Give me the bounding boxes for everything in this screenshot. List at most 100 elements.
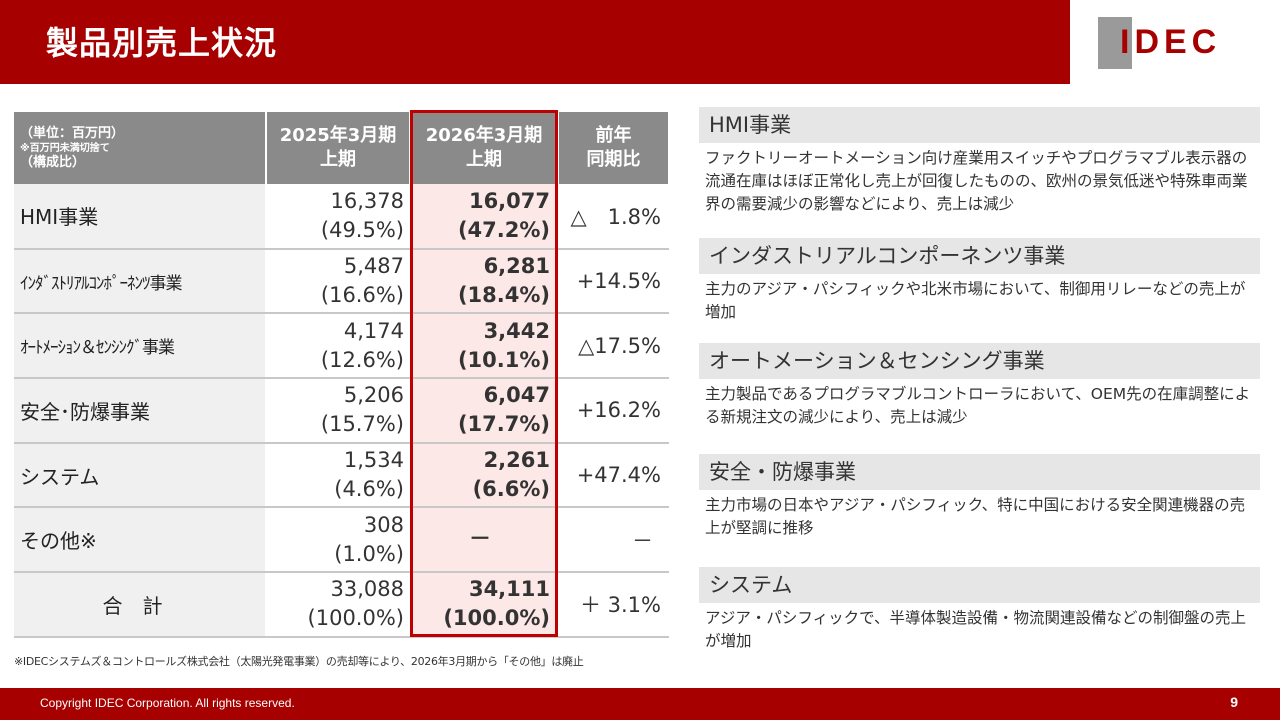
ratio-2026: (100.0%) [443, 606, 550, 631]
ratio-2025: (49.5%) [320, 217, 404, 242]
section-title: インダストリアルコンポーネンツ事業 [699, 238, 1260, 274]
table-row: ｵｰﾄﾒｰｼｮﾝ＆ｾﾝｼﾝｸﾞ事業 4,174 (12.6%) 3,442 (10.… [14, 313, 669, 380]
ratio-2026: (47.2%) [457, 217, 550, 242]
header-yoy-line2: 同期比 [586, 149, 641, 170]
table-header-row: （単位：百万円） ※百万円未満切捨て （構成比） 2025年3月期 上期 202… [14, 112, 670, 184]
table-row: ｲﾝﾀﾞｽﾄﾘｱﾙｺﾝﾎﾟｰﾈﾝﾂ事業 5,487 (16.6%) 6,281 (1… [14, 248, 669, 315]
ratio-2025: (4.6%) [334, 477, 404, 502]
header-fy2026-line1: 2026年3月期 [425, 125, 543, 146]
header-fy2025-line2: 上期 [320, 149, 356, 170]
value-2026: 16,077 (47.2%) [410, 184, 558, 250]
amount-2026: 3,442 [483, 318, 550, 343]
section-industrial-components: インダストリアルコンポーネンツ事業 主力のアジア・パシフィックや北米市場において… [699, 238, 1260, 324]
row-label: 合計 [14, 572, 267, 638]
amount-2025: 5,487 [343, 254, 404, 279]
ratio-2025: (100.0%) [307, 606, 404, 631]
section-body: 主力製品であるプログラマブルコントローラにおいて、OEM先の在庫調整による新規注… [705, 385, 1251, 426]
header-bar: 製品別売上状況 [0, 0, 1070, 84]
section-automation-sensing: オートメーション＆センシング事業 主力製品であるプログラマブルコントローラにおい… [699, 343, 1260, 429]
row-label: システム [14, 442, 267, 509]
section-title: システム [699, 567, 1260, 603]
value-2026: 34,111 (100.0%) [410, 572, 558, 638]
header-fy2026-line2: 上期 [466, 149, 502, 170]
section-safety: 安全・防爆事業 主力市場の日本やアジア・パシフィック、特に中国における安全関連機… [699, 454, 1260, 540]
value-2025: 308 (1.0%) [266, 507, 410, 574]
ratio-2026: (10.1%) [457, 347, 550, 372]
table-row: 安全･防爆事業 5,206 (15.7%) 6,047 (17.7%) +16.2% [14, 378, 669, 444]
yoy-change: － [558, 507, 669, 574]
row-label: ｲﾝﾀﾞｽﾄﾘｱﾙｺﾝﾎﾟｰﾈﾝﾂ事業 [14, 248, 267, 315]
section-title: オートメーション＆センシング事業 [699, 343, 1260, 379]
amount-2026: 2,261 [483, 448, 550, 473]
value-2025: 5,206 (15.7%) [266, 378, 410, 444]
yoy-change: +14.5% [558, 248, 669, 315]
header-yoy-line1: 前年 [595, 125, 632, 146]
yoy-change: △17.5% [558, 313, 669, 380]
value-2026: － [410, 507, 558, 574]
value-2025: 5,487 (16.6%) [266, 248, 410, 315]
section-title: 安全・防爆事業 [699, 454, 1260, 490]
yoy-change: +47.4% [558, 442, 669, 509]
section-title: HMI事業 [699, 107, 1260, 143]
header-fy2025: 2025年3月期 上期 [266, 112, 411, 184]
amount-2025: 16,378 [330, 188, 404, 213]
section-body: ファクトリーオートメーション向け産業用スイッチやプログラマブル表示器の流通在庫は… [705, 149, 1248, 213]
sales-table-wrap: （単位：百万円） ※百万円未満切捨て （構成比） 2025年3月期 上期 202… [14, 110, 670, 638]
row-label: ｵｰﾄﾒｰｼｮﾝ＆ｾﾝｼﾝｸﾞ事業 [14, 313, 267, 380]
logo-block [1098, 17, 1132, 69]
section-body: 主力市場の日本やアジア・パシフィック、特に中国における安全関連機器の売上が堅調に… [705, 496, 1246, 537]
yoy-change: +16.2% [558, 378, 669, 444]
section-body: 主力のアジア・パシフィックや北米市場において、制御用リレーなどの売上が増加 [705, 280, 1246, 321]
sales-table: （単位：百万円） ※百万円未満切捨て （構成比） 2025年3月期 上期 202… [14, 112, 670, 638]
row-label: その他※ [14, 507, 267, 574]
amount-2026: 6,281 [483, 254, 550, 279]
value-2026: 6,047 (17.7%) [410, 378, 558, 444]
yoy-change: ＋ 3.1% [558, 572, 669, 638]
header-unit-cell: （単位：百万円） ※百万円未満切捨て （構成比） [14, 112, 267, 184]
value-2026: 3,442 (10.1%) [410, 313, 558, 380]
page-title: 製品別売上状況 [46, 24, 278, 62]
row-label: HMI事業 [14, 184, 267, 250]
page-number: 9 [1230, 694, 1238, 710]
value-2025: 16,378 (49.5%) [266, 184, 410, 250]
footer-bar: Copyright IDEC Corporation. All rights r… [0, 688, 1280, 720]
ratio-2026: (17.7%) [457, 412, 550, 437]
section-system: システム アジア・パシフィックで、半導体製造設備・物流関連設備などの制御盤の売上… [699, 567, 1260, 653]
unit-note: ※百万円未満切捨て [20, 142, 110, 154]
table-row-total: 合計 33,088 (100.0%) 34,111 (100.0%) ＋ 3.1% [14, 572, 669, 638]
ratio-2026: (18.4%) [457, 283, 550, 308]
footnote: ※IDECシステムズ＆コントロールズ株式会社（太陽光発電事業）の売却等により、2… [14, 655, 584, 668]
amount-2025: 308 [363, 512, 404, 537]
section-hmi: HMI事業 ファクトリーオートメーション向け産業用スイッチやプログラマブル表示器… [699, 107, 1260, 216]
row-label: 安全･防爆事業 [14, 378, 267, 444]
table-row: HMI事業 16,378 (49.5%) 16,077 (47.2%) △ 1.8% [14, 184, 669, 250]
yoy-change: △ 1.8% [558, 184, 669, 250]
header-fy2026: 2026年3月期 上期 [410, 112, 559, 184]
ratio-2025: (15.7%) [320, 412, 404, 437]
header-yoy: 前年 同期比 [558, 112, 670, 184]
ratio-2025: (12.6%) [320, 347, 404, 372]
amount-2026: － [468, 527, 491, 553]
amount-2025: 5,206 [343, 383, 404, 408]
value-2025: 33,088 (100.0%) [266, 572, 410, 638]
table-row: システム 1,534 (4.6%) 2,261 (6.6%) +47.4% [14, 442, 669, 509]
header-fy2025-line1: 2025年3月期 [279, 125, 397, 146]
value-2025: 1,534 (4.6%) [266, 442, 410, 509]
amount-2026: 16,077 [468, 188, 550, 213]
value-2026: 6,281 (18.4%) [410, 248, 558, 315]
ratio-2025: (16.6%) [320, 283, 404, 308]
amount-2025: 1,534 [343, 448, 404, 473]
ratio-2026: (6.6%) [472, 477, 550, 502]
ratio-note: （構成比） [20, 154, 86, 170]
amount-2025: 33,088 [330, 577, 404, 602]
amount-2025: 4,174 [343, 318, 404, 343]
value-2026: 2,261 (6.6%) [410, 442, 558, 509]
section-body: アジア・パシフィックで、半導体製造設備・物流関連設備などの制御盤の売上が増加 [705, 609, 1246, 650]
unit-label: （単位：百万円） [20, 125, 125, 141]
value-2025: 4,174 (12.6%) [266, 313, 410, 380]
logo-text: IDEC [1120, 23, 1222, 61]
idec-logo: IDEC [1098, 17, 1248, 69]
amount-2026: 6,047 [483, 383, 550, 408]
copyright: Copyright IDEC Corporation. All rights r… [40, 696, 295, 710]
ratio-2025: (1.0%) [334, 541, 404, 566]
